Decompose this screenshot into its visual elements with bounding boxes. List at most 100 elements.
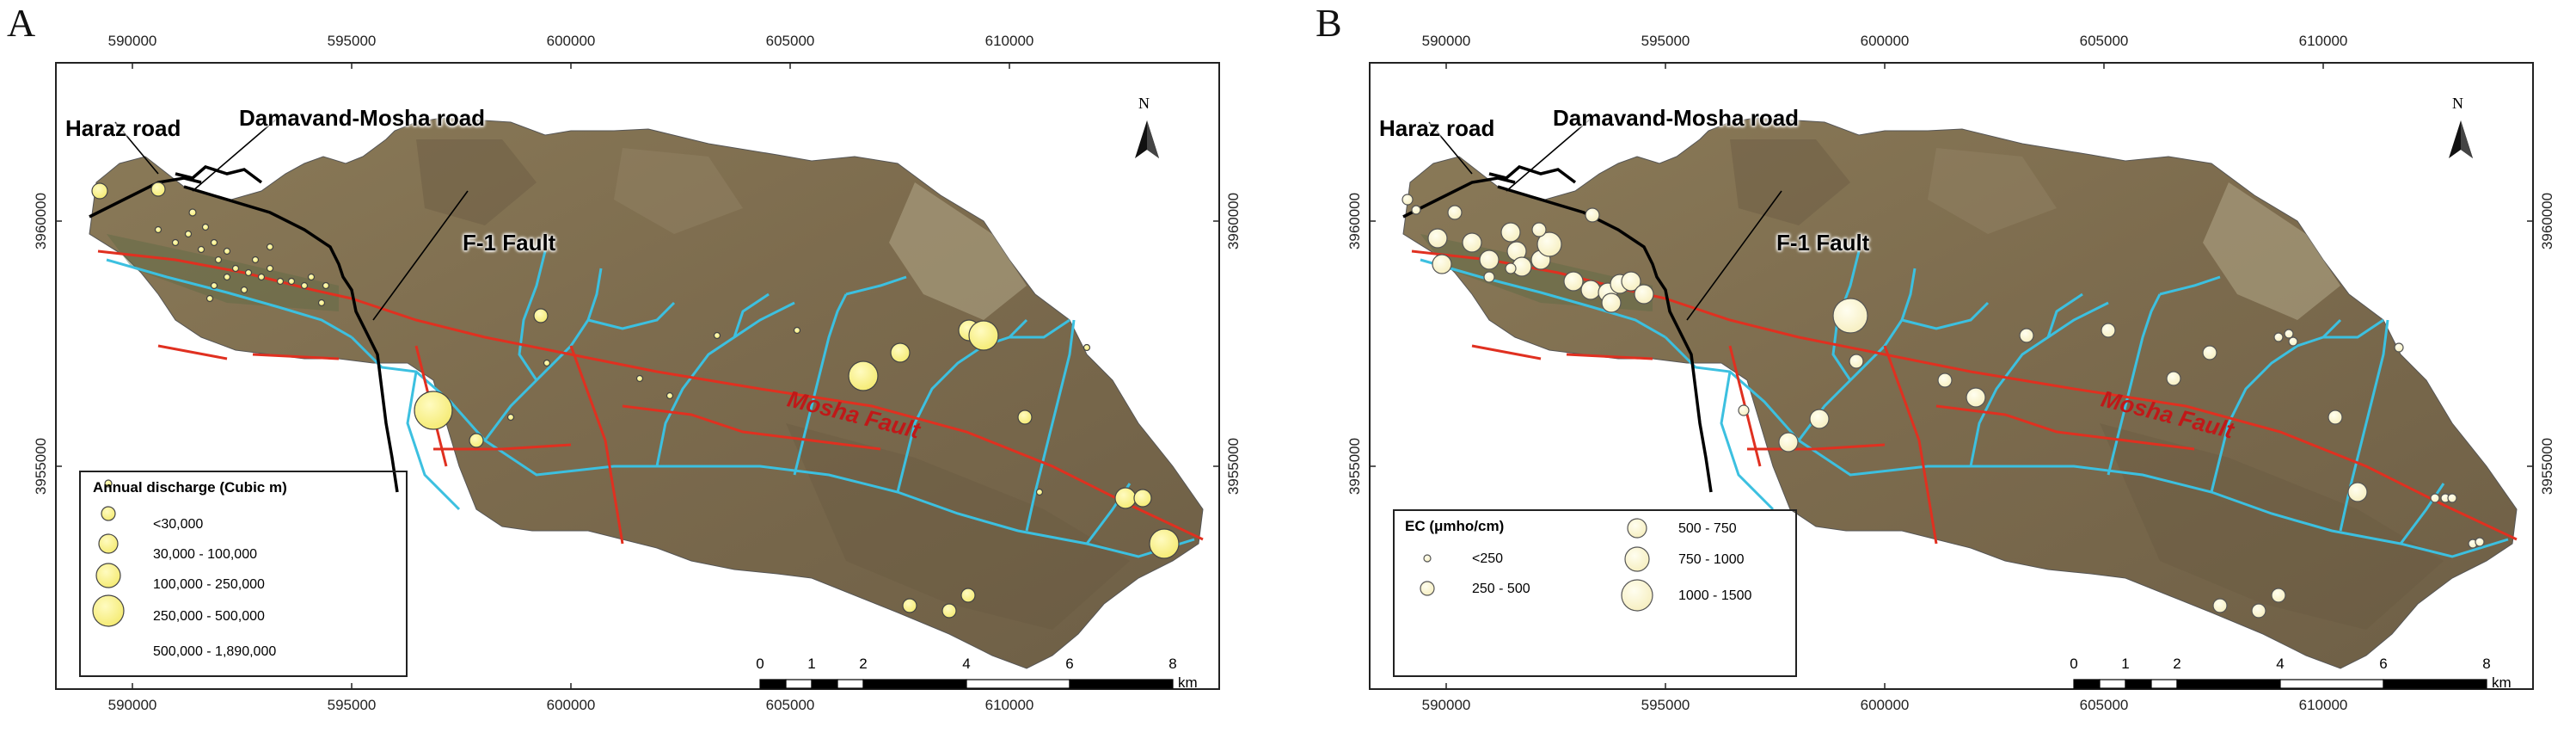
sample-point bbox=[2328, 409, 2343, 425]
map-panel-a: 590000 595000 600000 605000 610000 59000… bbox=[33, 33, 1242, 713]
damavand-mosha-road-label: Damavand-Mosha road bbox=[1553, 105, 1800, 131]
sample-point bbox=[1133, 489, 1152, 508]
damavand-mosha-road-label: Damavand-Mosha road bbox=[239, 105, 486, 131]
north-label: N bbox=[2452, 95, 2463, 113]
sample-point bbox=[2273, 332, 2284, 342]
sample-point bbox=[1114, 487, 1137, 509]
scale-unit: km bbox=[2492, 674, 2512, 691]
basin-map-a bbox=[55, 62, 1220, 690]
sample-point bbox=[1411, 205, 1421, 215]
sample-point bbox=[257, 273, 266, 281]
sample-point bbox=[317, 299, 326, 307]
sample-point bbox=[1427, 228, 1448, 249]
scale-label: 0 bbox=[756, 656, 764, 672]
fault-lines bbox=[1411, 249, 2518, 545]
sample-point bbox=[244, 268, 253, 277]
scale-label: 6 bbox=[1065, 656, 1074, 672]
sample-point bbox=[201, 223, 210, 231]
sample-point bbox=[154, 225, 163, 234]
sample-point bbox=[1505, 262, 1517, 274]
y-tick-label: 3960000 bbox=[1346, 192, 1363, 250]
sample-point bbox=[2202, 345, 2217, 360]
legend-item: 250 - 500 bbox=[1472, 582, 1530, 596]
legend-item: 500,000 - 1,890,000 bbox=[153, 644, 277, 659]
sample-point bbox=[300, 281, 309, 290]
north-arrow-icon bbox=[1135, 120, 1159, 158]
sample-point bbox=[171, 238, 180, 247]
sample-point bbox=[2166, 371, 2181, 386]
sample-point bbox=[276, 277, 285, 286]
scale-label: 4 bbox=[2276, 656, 2285, 672]
sample-point bbox=[214, 256, 223, 264]
sample-point bbox=[543, 359, 551, 367]
legend-item: 1000 - 1500 bbox=[1678, 588, 1752, 603]
x-tick-label: 595000 bbox=[327, 697, 377, 713]
sample-point bbox=[240, 286, 248, 294]
sample-point bbox=[1601, 292, 1622, 313]
legend-item: 750 - 1000 bbox=[1678, 552, 1745, 567]
sample-point bbox=[1809, 409, 1830, 429]
sample-point bbox=[1479, 249, 1500, 270]
x-tick-label: 595000 bbox=[1641, 697, 1690, 713]
sample-point bbox=[848, 360, 879, 391]
y-tick-label: 3960000 bbox=[1225, 192, 1242, 250]
x-tick-label: 610000 bbox=[984, 697, 1034, 713]
sample-point bbox=[506, 413, 515, 422]
x-tick-label: 605000 bbox=[765, 33, 815, 49]
sample-point bbox=[184, 230, 193, 238]
sample-point bbox=[266, 264, 274, 273]
x-tick-label: 610000 bbox=[2298, 697, 2348, 713]
sample-point bbox=[1401, 194, 1414, 206]
sample-point bbox=[210, 281, 218, 290]
sample-point bbox=[188, 208, 197, 217]
sample-point bbox=[1500, 222, 1521, 243]
haraz-road-label: Haraz road bbox=[65, 115, 181, 141]
legend-box: Annual discharge (Cubic m) <30,000 30,00… bbox=[79, 471, 408, 677]
x-tick-label: 605000 bbox=[765, 697, 815, 713]
x-tick-label: 595000 bbox=[1641, 33, 1690, 49]
y-tick-label: 3960000 bbox=[33, 192, 49, 250]
sample-point bbox=[902, 598, 917, 613]
sample-point bbox=[1536, 231, 1562, 257]
haraz-road-label: Haraz road bbox=[1379, 115, 1495, 141]
north-letter: N bbox=[2452, 95, 2463, 112]
y-tick-label: 3955000 bbox=[1346, 437, 1363, 496]
legend-item: 100,000 - 250,000 bbox=[153, 577, 265, 592]
x-tick-label: 600000 bbox=[1860, 33, 1910, 49]
sample-point bbox=[1035, 488, 1044, 496]
sample-point bbox=[2475, 537, 2485, 547]
sample-point bbox=[223, 247, 231, 256]
scale-unit: km bbox=[1178, 674, 1198, 691]
x-tick-label: 610000 bbox=[2298, 33, 2348, 49]
sample-point bbox=[1149, 528, 1180, 559]
sample-point bbox=[2347, 482, 2368, 502]
x-tick-label: 590000 bbox=[107, 33, 157, 49]
sample-point bbox=[1778, 432, 1799, 453]
x-tick-label: 605000 bbox=[2079, 697, 2129, 713]
sample-point bbox=[2101, 323, 2116, 338]
scale-label: 8 bbox=[2482, 656, 2491, 672]
y-tick-label: 3955000 bbox=[1225, 437, 1242, 496]
sample-point bbox=[968, 320, 999, 351]
sample-point bbox=[266, 243, 274, 251]
legend-title: Annual discharge (Cubic m) bbox=[93, 479, 287, 496]
sample-point bbox=[1462, 232, 1482, 253]
y-tick-label: 3955000 bbox=[2539, 437, 2555, 496]
sample-point bbox=[205, 294, 214, 303]
scale-bar bbox=[2073, 679, 2487, 689]
y-tick-label: 3955000 bbox=[33, 437, 49, 496]
x-tick-label: 600000 bbox=[546, 697, 596, 713]
basin-map-b bbox=[1369, 62, 2534, 690]
north-letter: N bbox=[1138, 95, 1150, 112]
scale-label: 2 bbox=[2173, 656, 2181, 672]
sample-point bbox=[251, 256, 260, 264]
sample-point bbox=[941, 603, 957, 619]
sample-point bbox=[1621, 271, 1641, 292]
sample-point bbox=[1634, 284, 1654, 305]
sample-point bbox=[1966, 387, 1986, 408]
sample-point bbox=[960, 588, 976, 603]
sample-point bbox=[287, 277, 296, 286]
x-tick-label: 600000 bbox=[1860, 697, 1910, 713]
scale-bar bbox=[759, 679, 1174, 689]
sample-point bbox=[223, 273, 231, 281]
